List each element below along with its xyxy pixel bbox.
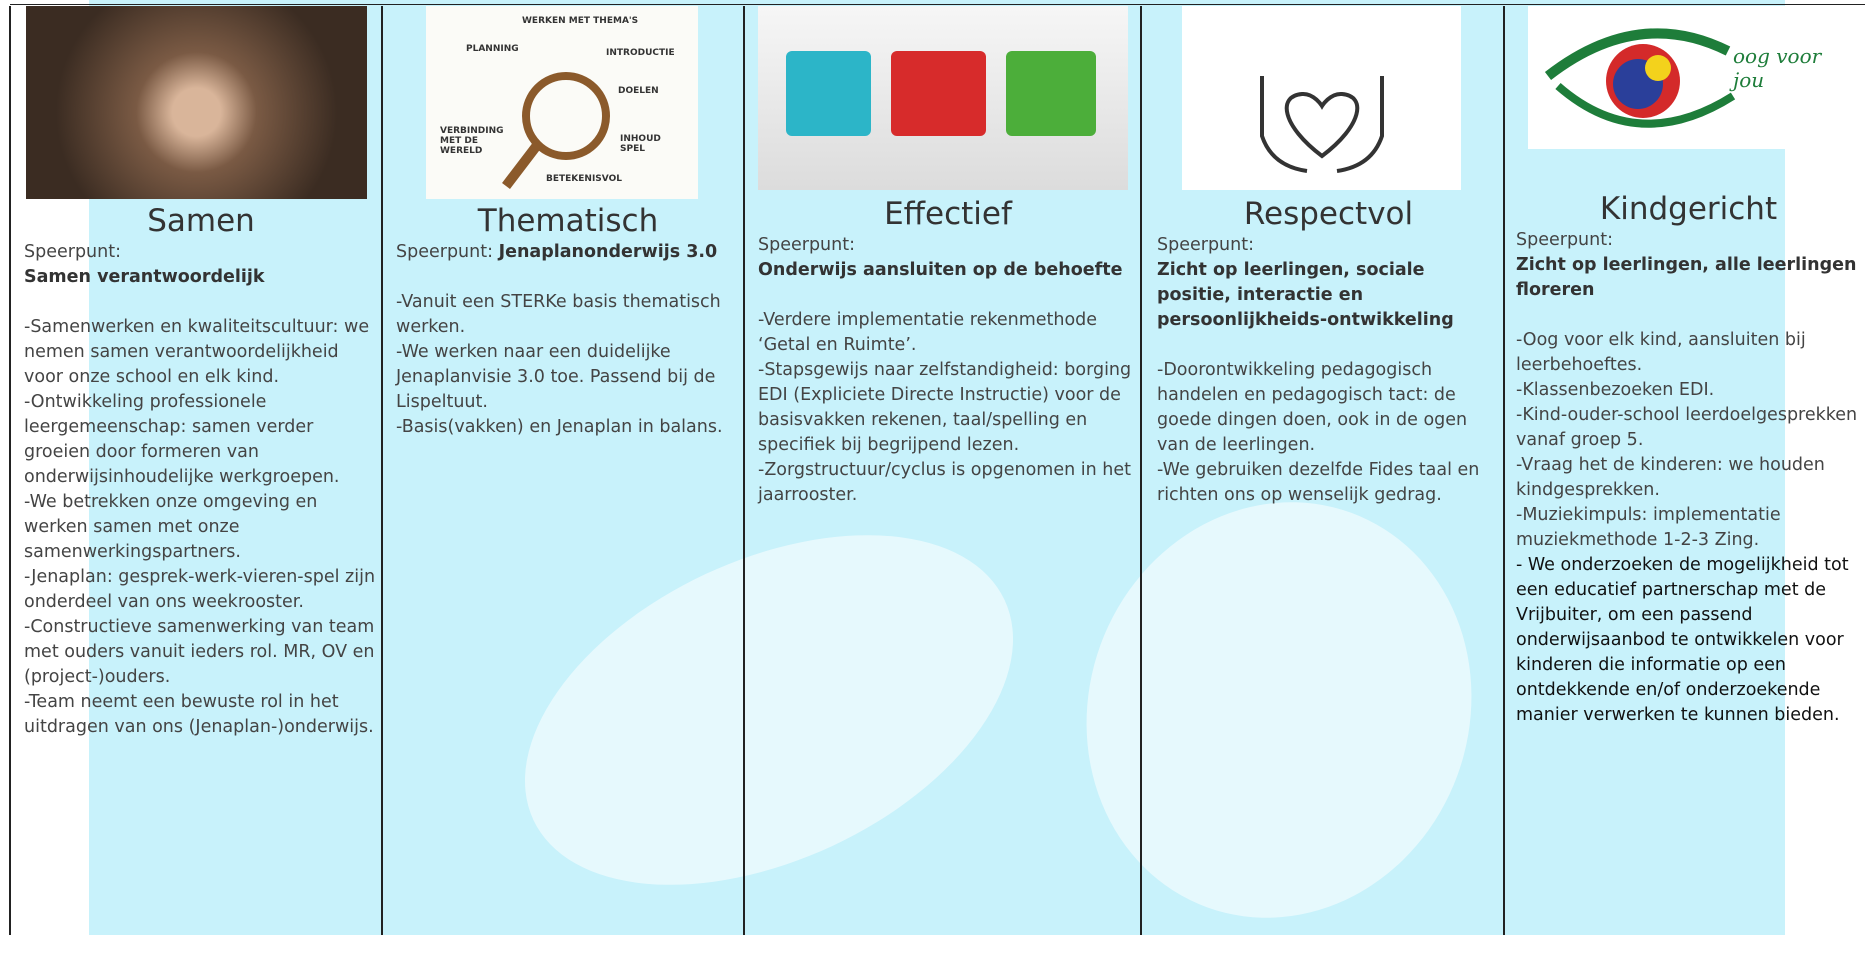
hands	[1260, 76, 1384, 173]
bullet-item: -Ontwikkeling professionele leergemeensc…	[24, 392, 340, 487]
column-border	[9, 6, 11, 935]
speerpunt-focus: Jenaplanonderwijs 3.0	[498, 242, 718, 262]
speerpunt: Speerpunt: Zicht op leerlingen, alle leer…	[1516, 228, 1861, 303]
eye-logo	[1544, 28, 1736, 128]
column-border	[1503, 6, 1505, 935]
spacer	[1157, 333, 1500, 358]
speerpunt-focus: Zicht op leerlingen, alle leerlingen flo…	[1516, 255, 1857, 300]
column-title: Effectief	[884, 196, 1012, 232]
speerpunt-label: Speerpunt:	[396, 242, 493, 262]
bullet-item: -Samenwerken en kwaliteitscultuur: we ne…	[24, 317, 370, 387]
bullet-item: -Verdere implementatie rekenmethode ‘Get…	[758, 310, 1098, 355]
diagram-image: WERKEN MET THEMA'S PLANNING INTRODUCTIE …	[426, 6, 698, 199]
spacer	[1516, 303, 1861, 328]
highlight	[1645, 55, 1671, 81]
bullet-item: -We gebruiken dezelfde Fides taal en ric…	[1157, 460, 1480, 505]
column-border	[1140, 6, 1142, 935]
speerpunt: Speerpunt: Samen verantwoordelijk	[24, 240, 378, 290]
hands-image	[1182, 6, 1461, 190]
speerpunt-label: Speerpunt:	[24, 242, 121, 262]
bullet-item: -Oog voor elk kind, aansluiten bij leerb…	[1516, 330, 1806, 375]
eye-bottom	[1555, 82, 1736, 128]
bullet-item: -Kind-ouder-school leerdoelgesprekken va…	[1516, 405, 1858, 450]
column-title: Thematisch	[477, 203, 659, 239]
bullet-item: -Zorgstructuur/cyclus is opgenomen in he…	[758, 460, 1131, 505]
diagram-svg	[502, 72, 610, 190]
photo-hands	[26, 6, 367, 199]
spacer	[396, 265, 740, 290]
bullet-item: -We werken naar een duidelijke Jenaplanv…	[396, 342, 716, 412]
column-title: Samen	[147, 203, 255, 239]
column-border	[743, 6, 745, 935]
bullet-item: -Jenaplan: gesprek-werk-vieren-spel zijn…	[24, 567, 376, 612]
spacer	[24, 290, 378, 315]
speerpunt-label: Speerpunt:	[1516, 230, 1613, 250]
heart	[1284, 91, 1360, 159]
bullet-item: - We onderzoeken de mogelijkheid tot een…	[1516, 555, 1849, 725]
hands-icon	[1260, 76, 1384, 173]
bullet-item: -Team neemt een bewuste rol in het uitdr…	[24, 692, 374, 737]
image-label: INTRODUCTIE	[606, 48, 675, 58]
column: Samen Speerpunt: Samen verantwoordelijk -Sa…	[24, 202, 378, 740]
bullet-item: -Klassenbezoeken EDI.	[1516, 380, 1715, 400]
image-label: DOELEN	[618, 86, 659, 96]
speerpunt-focus: Samen verantwoordelijk	[24, 267, 265, 287]
watermark	[469, 464, 1069, 956]
puzzle-image	[758, 6, 1128, 190]
bullet-item: -Muziekimpuls: implementatie muziekmetho…	[1516, 505, 1781, 550]
puzzle-piece	[786, 51, 871, 136]
speerpunt: Speerpunt: Zicht op leerlingen, sociale p…	[1157, 233, 1500, 333]
speerpunt: Speerpunt: Jenaplanonderwijs 3.0	[396, 240, 740, 265]
puzzle-piece	[1006, 51, 1096, 136]
column: Respectvol Speerpunt: Zicht op leerlingen,…	[1157, 195, 1500, 508]
spacer	[758, 283, 1138, 308]
speerpunt-label: Speerpunt:	[758, 235, 855, 255]
bullet-item: -Constructieve samenwerking van team met…	[24, 617, 375, 687]
column-title: Respectvol	[1243, 196, 1414, 232]
speerpunt: Speerpunt: Onderwijs aansluiten op de beh…	[758, 233, 1138, 283]
bullet-item: -Vanuit een STERKe basis thematisch werk…	[396, 292, 721, 337]
image-label: WERKEN MET THEMA'S	[522, 16, 639, 26]
column: Effectief Speerpunt: Onderwijs aansluiten …	[758, 195, 1138, 508]
puzzle-piece	[891, 51, 986, 136]
column-border	[381, 6, 383, 935]
bullet-item: -Vraag het de kinderen: we houden kindge…	[1516, 455, 1825, 500]
bullet-item: -Doorontwikkeling pedagogisch handelen e…	[1157, 360, 1468, 455]
logo-text: oog voor jou	[1733, 44, 1822, 92]
column: Thematisch Speerpunt: Jenaplanonderwijs 3…	[396, 202, 740, 440]
image-label: BETEKENISVOL	[546, 174, 622, 184]
bullet-item: -Stapsgewijs naar zelfstandigheid: borgi…	[758, 360, 1132, 455]
column-title: Kindgericht	[1599, 191, 1778, 227]
image-label: VERBINDING MET DE WERELD	[440, 126, 504, 156]
table-border	[10, 4, 1865, 5]
image-label: PLANNING	[466, 44, 519, 54]
eye-top	[1544, 28, 1731, 80]
speerpunt-focus: Onderwijs aansluiten op de behoefte	[758, 260, 1123, 280]
bullet-item: -We betrekken onze omgeving en werken sa…	[24, 492, 318, 562]
bullet-item: -Basis(vakken) en Jenaplan in balans.	[396, 417, 723, 437]
speerpunt-focus: Zicht op leerlingen, sociale positie, in…	[1157, 260, 1454, 330]
image-label: INHOUD SPEL	[620, 134, 661, 154]
logo-image: oog voor jou	[1528, 6, 1850, 149]
magnifier-handle	[502, 140, 542, 190]
speerpunt-label: Speerpunt:	[1157, 235, 1254, 255]
page: WERKEN MET THEMA'S PLANNING INTRODUCTIE …	[9, 0, 1865, 935]
column: Kindgericht Speerpunt: Zicht op leerlingen…	[1516, 190, 1861, 728]
watermark	[1028, 447, 1530, 972]
magnifier	[522, 72, 610, 160]
